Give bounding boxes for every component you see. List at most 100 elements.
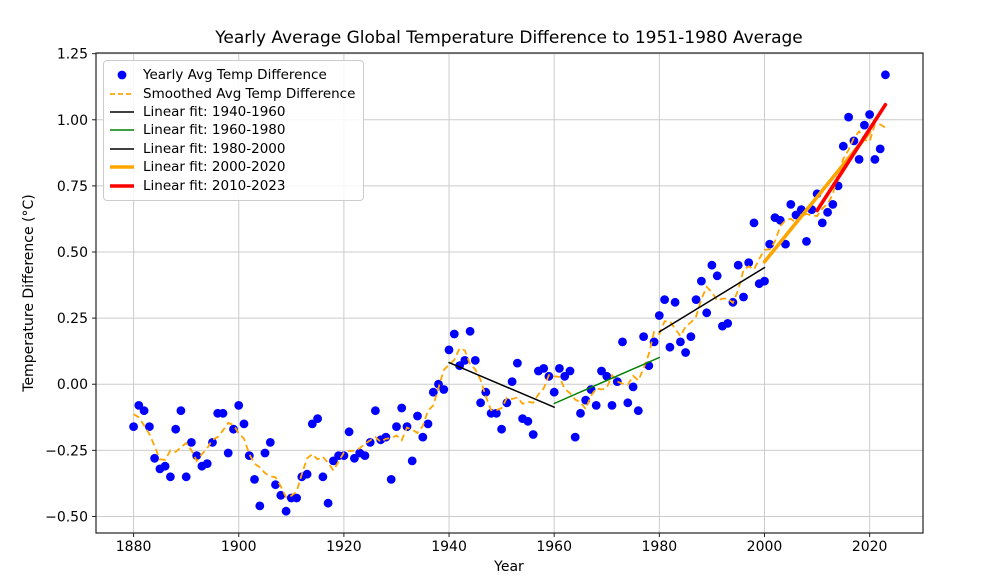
legend-label: Linear fit: 2010-2023: [143, 177, 286, 194]
scatter-point: [292, 493, 301, 503]
x-tick-label: 1900: [221, 539, 257, 555]
legend-item-smoothed: Smoothed Avg Temp Difference: [109, 84, 355, 102]
x-tick-label: 1940: [431, 539, 467, 555]
scatter-point: [570, 432, 580, 442]
scatter-point: [602, 371, 612, 381]
scatter-point: [860, 120, 869, 130]
scatter-point: [397, 403, 407, 413]
scatter-point: [823, 207, 832, 217]
x-tick-label: 2020: [852, 539, 888, 555]
yearly-legend-marker-icon: [117, 70, 127, 80]
scatter-point: [234, 401, 244, 410]
scatter-point: [386, 475, 396, 484]
scatter-point: [323, 498, 333, 508]
data-series-layer: [129, 70, 890, 516]
scatter-point: [665, 342, 675, 352]
scatter-point: [623, 398, 633, 408]
scatter-point: [676, 337, 685, 347]
scatter-point: [181, 472, 191, 482]
scatter-point: [223, 448, 233, 458]
scatter-point: [381, 432, 391, 442]
scatter-point: [828, 200, 838, 209]
scatter-point: [229, 424, 238, 434]
scatter-point: [470, 356, 480, 365]
legend: Yearly Avg Temp Difference Smoothed Avg T…: [103, 60, 365, 201]
axis-ticks: 1880 1900 1920 1940 1960 1980 2000 2020 −0.50 −0.…: [45, 47, 887, 555]
gridlines: [96, 53, 923, 533]
scatter-point: [276, 490, 286, 500]
scatter-point: [739, 292, 748, 302]
legend-item-fit-1940-1960: Linear fit: 1940-1960: [109, 103, 355, 121]
scatter-point: [712, 271, 722, 281]
scatter-point: [176, 406, 186, 416]
scatter-point: [865, 110, 874, 119]
scatter-point: [786, 200, 796, 209]
scatter-point: [881, 70, 890, 80]
scatter-point: [260, 448, 270, 458]
scatter-point: [507, 377, 517, 386]
scatter-point: [618, 337, 627, 347]
fit-1940-1960-legend-marker-icon: [110, 111, 134, 113]
scatter-point: [139, 406, 149, 416]
x-tick-label: 2000: [747, 539, 783, 555]
scatter-point: [660, 295, 669, 304]
scatter-point: [702, 308, 712, 318]
scatter-point: [691, 295, 701, 304]
fit-1960-1980-line: [553, 356, 661, 405]
scatter-point: [576, 408, 585, 418]
scatter-point: [555, 364, 564, 373]
scatter-point: [670, 297, 680, 307]
legend-label: Linear fit: 1980-2000: [143, 140, 286, 157]
fit-2010-2023-line: [815, 102, 888, 213]
scatter-point: [428, 387, 438, 397]
smoothed-line: [133, 123, 886, 499]
y-tick-label: 0.25: [57, 311, 88, 327]
legend-label: Smoothed Avg Temp Difference: [143, 85, 356, 102]
legend-label: Linear fit: 1960-1980: [143, 122, 286, 139]
scatter-point: [281, 506, 291, 516]
legend-item-fit-2000-2020: Linear fit: 2000-2020: [109, 158, 355, 176]
y-tick-label: 0.50: [57, 245, 88, 261]
scatter-point: [449, 329, 459, 339]
scatter-point: [838, 141, 848, 151]
scatter-point: [697, 276, 706, 286]
legend-item-fit-1980-2000: Linear fit: 1980-2000: [109, 140, 355, 158]
scatter-point: [744, 258, 754, 267]
scatter-point: [423, 419, 433, 429]
y-tick-label: 1.25: [57, 47, 88, 63]
fit-1940-1960-line: [448, 361, 555, 408]
scatter-point: [844, 112, 853, 122]
fit-2000-2020-legend-marker-icon: [110, 165, 134, 169]
scatter-point: [250, 475, 259, 484]
legend-item-fit-1960-1980: Linear fit: 1960-1980: [109, 121, 355, 139]
scatter-point: [145, 422, 154, 431]
legend-item-yearly: Yearly Avg Temp Difference: [109, 66, 355, 84]
y-tick-label: 0.00: [57, 377, 88, 393]
scatter-point: [271, 480, 280, 490]
y-tick-label: −0.25: [45, 443, 88, 459]
scatter-point: [218, 408, 228, 418]
scatter-point: [439, 385, 449, 394]
scatter-point: [639, 332, 648, 341]
scatter-point: [460, 356, 470, 365]
fit-1980-2000-legend-marker-icon: [110, 148, 134, 150]
scatter-point: [849, 136, 859, 146]
scatter-point: [707, 260, 717, 270]
scatter-point: [591, 401, 601, 410]
y-tick-label: 0.75: [57, 179, 88, 195]
scatter-point: [166, 472, 175, 482]
scatter-point: [528, 430, 538, 439]
scatter-point: [817, 218, 827, 228]
scatter-point: [733, 260, 743, 270]
scatter-point: [476, 398, 485, 408]
scatter-point: [539, 364, 549, 373]
x-tick-label: 1960: [536, 539, 572, 555]
scatter-point: [407, 456, 417, 466]
scatter-point: [549, 387, 559, 397]
scatter-point: [628, 382, 638, 392]
scatter-point: [302, 469, 312, 479]
fit-1960-1980-legend-marker-icon: [110, 129, 134, 132]
scatter-point: [360, 451, 370, 460]
